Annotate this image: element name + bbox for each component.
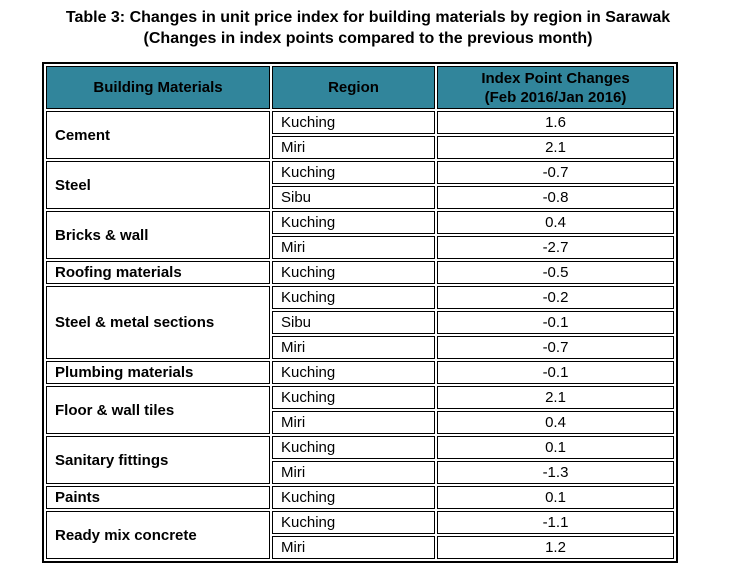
value-cell: 2.1 (437, 386, 674, 409)
region-cell: Kuching (272, 211, 435, 234)
table-row: Miri -1.3 (46, 461, 674, 484)
page: Table 3: Changes in unit price index for… (0, 0, 736, 563)
region-cell: Sibu (272, 311, 435, 334)
value-cell: -0.2 (437, 286, 674, 309)
table-row: Steel Kuching -0.7 (46, 161, 674, 209)
region-cell: Kuching (272, 511, 435, 534)
value-cell: 1.2 (437, 536, 674, 559)
value-cell: -0.7 (437, 161, 674, 184)
header-index-point-changes: Index Point Changes (Feb 2016/Jan 2016) (437, 66, 674, 109)
material-cell: Ready mix concrete (46, 511, 270, 559)
table-row: Miri -0.7 (46, 336, 674, 359)
table-row: Miri 1.2 (46, 536, 674, 559)
value-cell: -2.7 (437, 236, 674, 259)
header-building-materials: Building Materials (46, 66, 270, 109)
value-cell: -0.5 (437, 261, 674, 284)
caption-line-1: Table 3: Changes in unit price index for… (65, 9, 671, 26)
value-cell: -0.1 (437, 311, 674, 334)
region-cell: Kuching (272, 261, 435, 284)
material-cell: Sanitary fittings (46, 436, 270, 484)
material-cell: Roofing materials (46, 261, 270, 284)
table-row: Miri 0.4 (46, 411, 674, 434)
value-cell: 0.4 (437, 411, 674, 434)
region-cell: Miri (272, 236, 435, 259)
material-cell: Bricks & wall (46, 211, 270, 259)
table-row: Ready mix concrete Kuching -1.1 (46, 511, 674, 559)
table-row: Miri -2.7 (46, 236, 674, 259)
table-row: Sibu -0.1 (46, 311, 674, 334)
table-row: Paints Kuching 0.1 (46, 486, 674, 509)
region-cell: Sibu (272, 186, 435, 209)
building-materials-table: Building Materials Region Index Point Ch… (42, 62, 678, 563)
table-row: Roofing materials Kuching -0.5 (46, 261, 674, 284)
region-cell: Kuching (272, 386, 435, 409)
region-cell: Kuching (272, 361, 435, 384)
region-cell: Kuching (272, 111, 435, 134)
table-row: Steel & metal sections Kuching -0.2 (46, 286, 674, 359)
table-body: Cement Kuching 1.6 Miri 2.1 Steel Kuching -0.7 S… (46, 111, 674, 559)
header-index-line-2: (Feb 2016/Jan 2016) (484, 88, 627, 106)
value-cell: -0.7 (437, 336, 674, 359)
value-cell: -0.1 (437, 361, 674, 384)
table-row: Floor & wall tiles Kuching 2.1 (46, 386, 674, 434)
table-row: Cement Kuching 1.6 (46, 111, 674, 159)
table-row: Miri 2.1 (46, 136, 674, 159)
region-cell: Miri (272, 461, 435, 484)
region-cell: Miri (272, 136, 435, 159)
region-cell: Kuching (272, 161, 435, 184)
region-cell: Miri (272, 536, 435, 559)
value-cell: 0.4 (437, 211, 674, 234)
value-cell: 2.1 (437, 136, 674, 159)
region-cell: Kuching (272, 286, 435, 309)
header-index-line-1: Index Point Changes (481, 69, 630, 87)
table-caption: Table 3: Changes in unit price index for… (0, 0, 736, 49)
material-cell: Steel (46, 161, 270, 209)
material-cell: Steel & metal sections (46, 286, 270, 359)
value-cell: 1.6 (437, 111, 674, 134)
material-cell: Plumbing materials (46, 361, 270, 384)
table-row: Plumbing materials Kuching -0.1 (46, 361, 674, 384)
value-cell: -1.3 (437, 461, 674, 484)
table-row: Sanitary fittings Kuching 0.1 (46, 436, 674, 484)
material-cell: Paints (46, 486, 270, 509)
region-cell: Miri (272, 411, 435, 434)
header-region: Region (272, 66, 435, 109)
caption-line-2: (Changes in index points compared to the… (143, 30, 593, 47)
value-cell: -0.8 (437, 186, 674, 209)
value-cell: 0.1 (437, 486, 674, 509)
table-row: Sibu -0.8 (46, 186, 674, 209)
value-cell: -1.1 (437, 511, 674, 534)
material-cell: Cement (46, 111, 270, 159)
region-cell: Kuching (272, 486, 435, 509)
material-cell: Floor & wall tiles (46, 386, 270, 434)
region-cell: Miri (272, 336, 435, 359)
value-cell: 0.1 (437, 436, 674, 459)
table-row: Bricks & wall Kuching 0.4 (46, 211, 674, 259)
region-cell: Kuching (272, 436, 435, 459)
header-row: Building Materials Region Index Point Ch… (46, 66, 674, 109)
